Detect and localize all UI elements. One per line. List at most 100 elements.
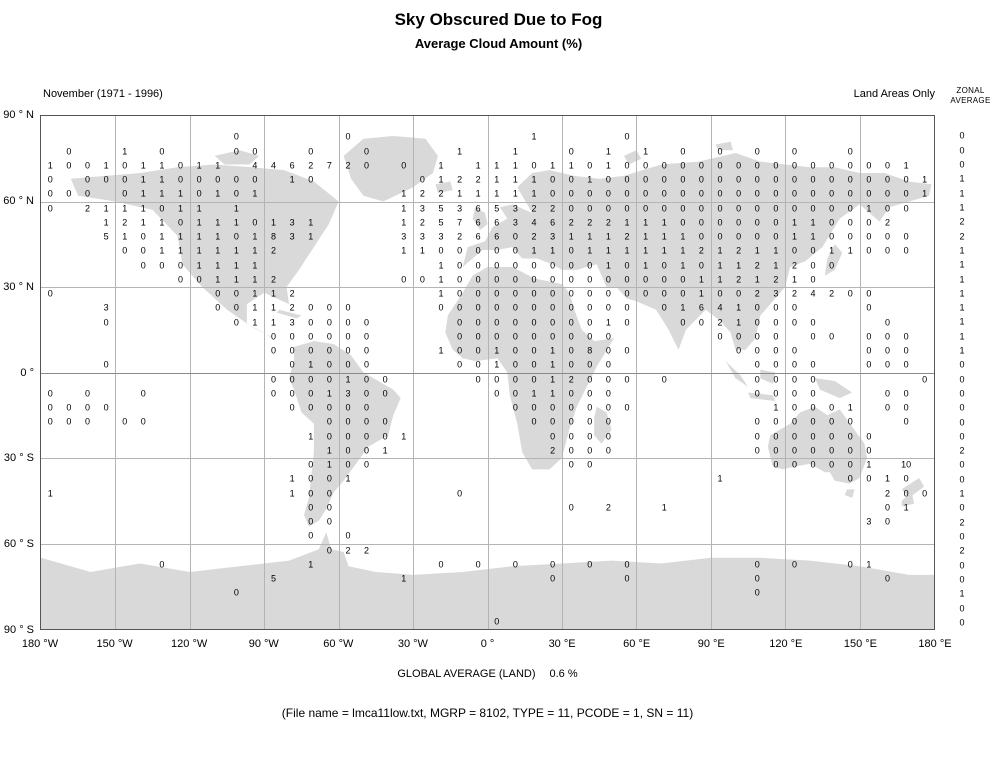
lat-tick-label: 90 ° S xyxy=(3,624,34,636)
grid-value: 0 xyxy=(624,188,630,199)
grid-value: 0 xyxy=(791,359,797,370)
grid-value: 1 xyxy=(159,160,165,171)
grid-value: 1 xyxy=(178,203,184,214)
grid-value: 0 xyxy=(196,274,202,285)
grid-value: 0 xyxy=(308,302,314,313)
landmass-cuba xyxy=(276,309,302,319)
grid-value: 0 xyxy=(494,388,500,399)
period-label: November (1971 - 1996) xyxy=(43,88,163,100)
grid-value: 2 xyxy=(605,502,611,513)
grid-value: 0 xyxy=(568,459,574,470)
grid-value: 0 xyxy=(550,260,556,271)
grid-value: 0 xyxy=(308,146,314,157)
grid-value: 0 xyxy=(587,302,593,313)
grid-value: 0 xyxy=(643,274,649,285)
grid-value: 1 xyxy=(717,245,723,256)
grid-value: 0 xyxy=(903,345,909,356)
grid-value: 0 xyxy=(308,402,314,413)
grid-value: 0 xyxy=(550,174,556,185)
grid-value: 0 xyxy=(736,217,742,228)
grid-value: 0 xyxy=(438,245,444,256)
grid-value: 0 xyxy=(364,359,370,370)
grid-value: 0 xyxy=(866,188,872,199)
global-average-label: GLOBAL AVERAGE (LAND) xyxy=(397,668,536,680)
lon-tick-label: 90 °E xyxy=(697,638,725,650)
grid-value: 0 xyxy=(884,188,890,199)
grid-value: 0 xyxy=(364,388,370,399)
grid-value: 0 xyxy=(140,260,146,271)
grid-value: 0 xyxy=(754,174,760,185)
grid-value: 0 xyxy=(550,188,556,199)
grid-value: 1 xyxy=(754,245,760,256)
grid-value: 0 xyxy=(494,245,500,256)
grid-value: 0 xyxy=(84,402,91,413)
grid-value: 0 xyxy=(866,331,872,342)
parallel-gridline xyxy=(41,201,934,203)
grid-value: 2 xyxy=(438,188,444,199)
landmass-greenland xyxy=(343,135,438,202)
grid-value: 0 xyxy=(643,288,649,299)
grid-value: 0 xyxy=(624,302,630,313)
grid-value: 0 xyxy=(308,502,314,513)
grid-value: 1 xyxy=(717,473,723,484)
landmass-madagascar xyxy=(594,406,612,444)
grid-value: 0 xyxy=(512,245,518,256)
grid-value: 0 xyxy=(531,416,537,427)
grid-value: 0 xyxy=(680,288,686,299)
grid-value: 1 xyxy=(401,431,407,442)
grid-value: 2 xyxy=(717,317,723,328)
grid-value: 0 xyxy=(84,416,91,427)
grid-value: 0 xyxy=(587,459,593,470)
grid-value: 0 xyxy=(624,160,630,171)
zonal-header-line2: AVERAGE xyxy=(950,96,991,105)
grid-value: 0 xyxy=(326,473,332,484)
grid-value: 0 xyxy=(233,188,239,199)
grid-value: 0 xyxy=(438,302,444,313)
grid-value: 0 xyxy=(736,188,742,199)
grid-value: 2 xyxy=(419,217,425,228)
grid-value: 1 xyxy=(810,231,816,242)
lat-tick-label: 60 ° N xyxy=(3,194,34,207)
grid-value: 1 xyxy=(215,217,221,228)
grid-value: 0 xyxy=(494,288,500,299)
grid-value: 1 xyxy=(289,473,295,484)
grid-value: 0 xyxy=(512,231,518,242)
grid-value: 1 xyxy=(605,231,611,242)
grid-value: 1 xyxy=(401,245,407,256)
grid-value: 1 xyxy=(773,402,779,413)
grid-value: 1 xyxy=(308,359,314,370)
grid-value: 0 xyxy=(791,374,797,385)
grid-value: 0 xyxy=(736,345,742,356)
landmass-iceland xyxy=(435,181,453,193)
grid-value: 0 xyxy=(271,331,277,342)
grid-value: 2 xyxy=(698,245,704,256)
lon-tick-label: 60 °E xyxy=(623,638,651,650)
grid-value: 0 xyxy=(754,587,760,598)
grid-value: 0 xyxy=(345,331,351,342)
grid-value: 3 xyxy=(289,231,295,242)
lat-tick-label: 0 ° xyxy=(20,366,34,379)
grid-value: 1 xyxy=(289,174,295,185)
landmass-sumatra xyxy=(725,361,748,387)
grid-value: 0 xyxy=(605,416,611,427)
grid-value: 0 xyxy=(308,374,314,385)
grid-value: 0 xyxy=(326,488,332,499)
grid-value: 1 xyxy=(680,302,686,313)
grid-value: 1 xyxy=(345,374,351,385)
grid-value: 0 xyxy=(903,488,909,499)
grid-value: 1 xyxy=(438,260,444,271)
grid-value: 0 xyxy=(308,388,314,399)
grid-value: 0 xyxy=(531,374,537,385)
landmass-new-zealand-north xyxy=(901,477,925,498)
grid-value: 0 xyxy=(568,502,574,513)
grid-value: 0 xyxy=(587,431,593,442)
grid-value: 1 xyxy=(215,231,221,242)
grid-value: 0 xyxy=(884,388,890,399)
grid-value: 1 xyxy=(47,160,53,171)
zonal-average-value: 2 xyxy=(959,517,965,528)
grid-value: 0 xyxy=(829,231,835,242)
grid-value: 0 xyxy=(159,146,165,157)
grid-value: 0 xyxy=(624,374,630,385)
grid-value: 0 xyxy=(847,559,853,570)
grid-value: 0 xyxy=(829,174,835,185)
